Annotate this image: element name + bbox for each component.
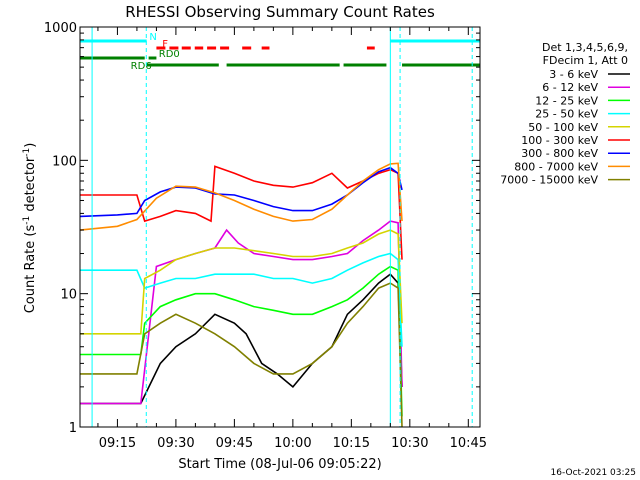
x-tick-label-3: 10:00	[274, 436, 311, 451]
x-axis-label: Start Time (08-Jul-06 09:05:22)	[178, 457, 381, 472]
x-tick-label-4: 10:15	[333, 436, 370, 451]
flag-label-f: F	[162, 39, 168, 50]
legend-label-0: 3 - 6 keV	[549, 68, 598, 81]
y-axis-label-sup2: -1	[22, 148, 32, 157]
footer-timestamp: 16-Oct-2021 03:25	[551, 468, 636, 478]
flag-label-rd0: RD0	[159, 49, 180, 60]
y-tick-label-1: 10	[60, 288, 77, 303]
legend-label-3: 25 - 50 keV	[535, 108, 598, 121]
x-tick-label-1: 09:30	[157, 436, 194, 451]
legend-label-6: 300 - 800 keV	[521, 147, 598, 160]
y-axis-label-sup1: -1	[22, 216, 32, 225]
y-tick-label-0: 1	[69, 421, 77, 436]
flag-label-rd6: RD6	[131, 61, 152, 72]
legend-header-line-1: Det 1,3,4,5,6,9,	[542, 41, 628, 54]
series-line-4	[80, 229, 403, 335]
series-line-0	[80, 273, 403, 405]
legend-label-2: 12 - 25 keV	[535, 94, 598, 107]
legend-label-1: 6 - 12 keV	[542, 81, 598, 94]
y-axis: 1 10 100 1000	[44, 21, 480, 436]
legend-header-line-2: FDecim 1, Att 0	[543, 54, 628, 67]
y-axis-label-mid: detector	[23, 156, 38, 216]
series-line-8	[80, 282, 403, 428]
legend: Det 1,3,4,5,6,9, FDecim 1, Att 0 3 - 6 k…	[500, 41, 630, 187]
x-tick-label-5: 10:30	[391, 436, 428, 451]
y-axis-label: Count Rate (s-1 detector-1)	[22, 143, 38, 314]
x-tick-label-2: 09:45	[216, 436, 253, 451]
legend-label-4: 50 - 100 keV	[528, 121, 598, 134]
y-axis-label-end: )	[23, 143, 38, 148]
y-tick-label-2: 100	[52, 154, 77, 169]
x-tick-label-0: 09:15	[99, 436, 136, 451]
legend-label-5: 100 - 300 keV	[521, 134, 598, 147]
series-layer	[79, 162, 403, 428]
x-tick-label-6: 10:45	[450, 436, 487, 451]
chart-title: RHESSI Observing Summary Count Rates	[125, 3, 435, 21]
series-line-7	[79, 162, 403, 231]
plot-frame	[79, 26, 481, 428]
vertical-lines-layer	[91, 27, 473, 427]
y-tick-label-3: 1000	[44, 21, 77, 36]
legend-label-8: 7000 - 15000 keV	[500, 174, 598, 187]
y-axis-label-main: Count Rate (s	[23, 225, 38, 314]
flag-label-n: N	[149, 32, 156, 43]
legend-label-7: 800 - 7000 keV	[514, 160, 598, 173]
series-line-2	[80, 265, 403, 417]
series-line-6	[79, 166, 403, 218]
x-axis: 09:15 09:30 09:45 10:00 10:15 10:30 10:45	[97, 27, 487, 451]
series-line-3	[80, 252, 403, 347]
